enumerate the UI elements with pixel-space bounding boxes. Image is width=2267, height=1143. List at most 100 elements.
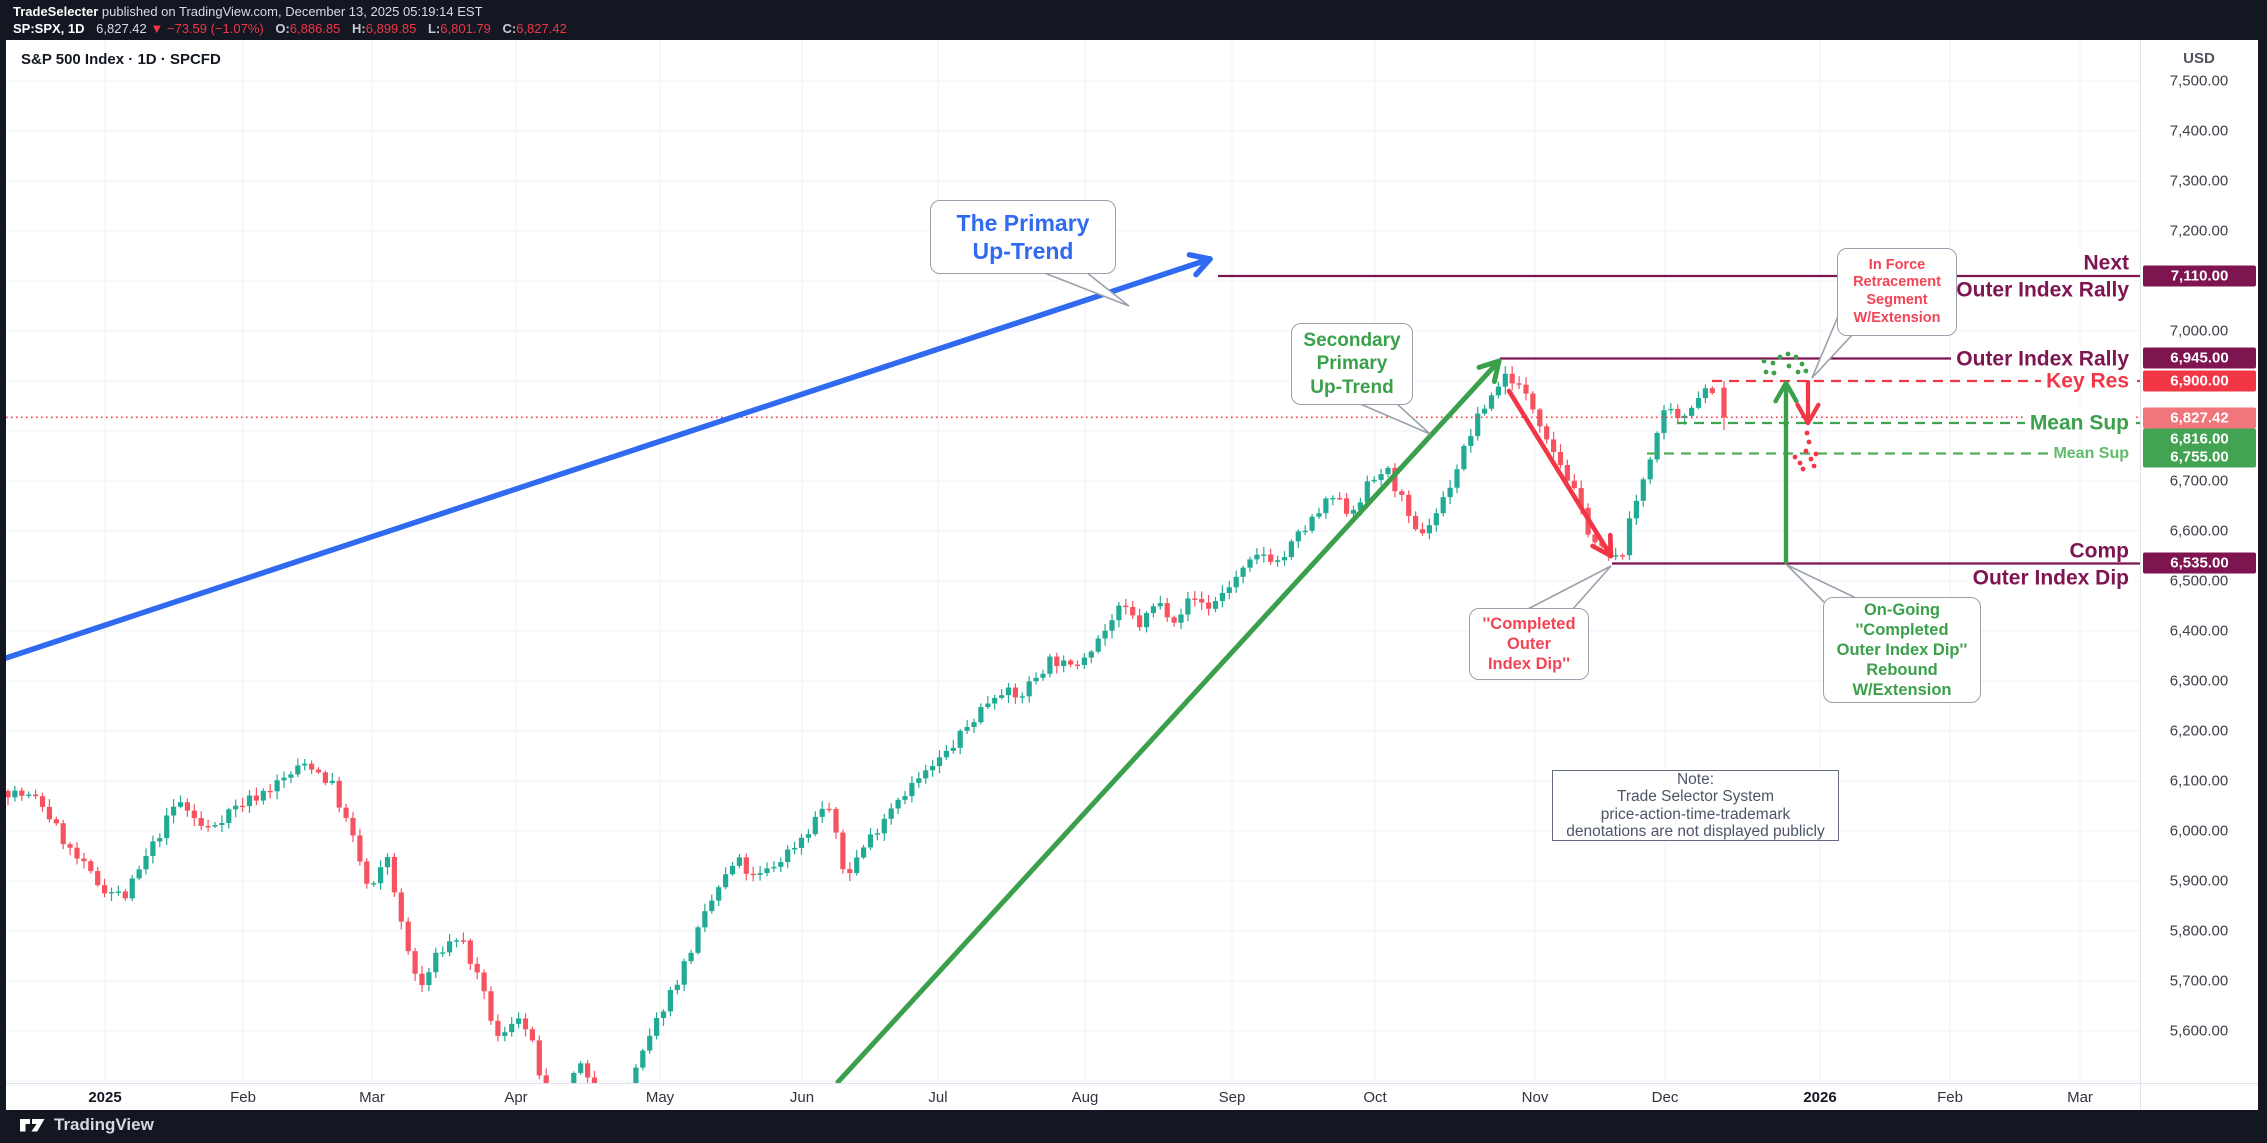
candle bbox=[1109, 614, 1115, 639]
price-tick: 6,600.00 bbox=[2169, 522, 2229, 540]
candle bbox=[985, 695, 991, 710]
candle bbox=[1440, 491, 1446, 517]
candle bbox=[964, 720, 970, 734]
axis-separator-horizontal bbox=[6, 1083, 2258, 1084]
time-tick: Feb bbox=[230, 1089, 256, 1106]
candle bbox=[405, 917, 411, 955]
candle bbox=[1137, 608, 1143, 631]
level-label-next-outer-index-rally: Outer Index Rally bbox=[1951, 279, 2134, 301]
candle bbox=[1074, 660, 1081, 670]
candle bbox=[640, 1048, 646, 1071]
candle bbox=[1344, 493, 1350, 517]
candle bbox=[1633, 494, 1639, 525]
price-badge-694500: 6,945.00 bbox=[2143, 347, 2256, 369]
price-tick: 6,500.00 bbox=[2169, 572, 2229, 590]
callout-primary-up-trend[interactable]: The Primary Up-Trend bbox=[930, 200, 1116, 274]
secondary-up-trend-arrow[interactable] bbox=[835, 358, 1502, 1083]
candle bbox=[357, 828, 363, 866]
author-name: TradeSelecter bbox=[13, 4, 99, 19]
price-badge-681600: 6,816.00 bbox=[2143, 428, 2256, 450]
price-badge-653500: 6,535.00 bbox=[2143, 552, 2256, 574]
candle bbox=[1116, 601, 1122, 628]
callout-line: On-Going bbox=[1863, 600, 1941, 619]
callout-secondary-primary-up-trend[interactable]: Secondary Primary Up-Trend bbox=[1291, 323, 1413, 405]
time-tick: Aug bbox=[1071, 1089, 1099, 1106]
symbol-title[interactable]: S&P 500 Index · 1D · SPCFD bbox=[21, 51, 221, 68]
candle bbox=[502, 1026, 508, 1042]
candle bbox=[1337, 492, 1343, 501]
candle bbox=[53, 816, 59, 826]
candle bbox=[33, 789, 39, 799]
candle bbox=[1012, 683, 1018, 704]
candle bbox=[1551, 431, 1557, 459]
currency-label[interactable]: USD bbox=[2183, 50, 2215, 67]
candle bbox=[1178, 608, 1184, 629]
candle bbox=[902, 791, 908, 805]
candle bbox=[191, 804, 197, 826]
candle bbox=[1275, 555, 1281, 567]
candle bbox=[412, 947, 418, 981]
candle bbox=[999, 689, 1005, 700]
callout-line: The Primary bbox=[956, 209, 1090, 236]
candle bbox=[1571, 473, 1577, 490]
candle bbox=[709, 894, 715, 914]
candle bbox=[315, 766, 322, 774]
candle bbox=[1233, 570, 1239, 593]
retrace-segment-down-arrow[interactable] bbox=[1795, 379, 1821, 426]
candle bbox=[302, 759, 308, 771]
candle bbox=[757, 865, 763, 881]
level-label-next-outer-index-rally: Next bbox=[2078, 252, 2134, 274]
candle bbox=[778, 857, 784, 873]
candle bbox=[1185, 591, 1191, 622]
candle bbox=[943, 745, 949, 760]
price-tick: 7,500.00 bbox=[2169, 72, 2229, 90]
candle bbox=[1143, 611, 1150, 633]
candle bbox=[46, 799, 52, 823]
symbol-label: SP:SPX, 1D bbox=[13, 21, 85, 36]
time-tick: Dec bbox=[1651, 1089, 1679, 1106]
time-tick: 2026 bbox=[1803, 1089, 1837, 1106]
candle bbox=[1095, 635, 1101, 654]
candle bbox=[1123, 598, 1129, 615]
chart-canvas[interactable] bbox=[6, 40, 2140, 1083]
candle bbox=[246, 790, 253, 814]
candle bbox=[1488, 392, 1495, 411]
candle bbox=[854, 849, 860, 876]
primary-up-trend-arrow[interactable] bbox=[6, 252, 1213, 661]
note-box[interactable]: Note: Trade Selector System price-action-t… bbox=[1552, 770, 1839, 841]
candle bbox=[1061, 655, 1067, 673]
candle bbox=[19, 787, 25, 801]
time-tick: Jun bbox=[789, 1089, 815, 1106]
candle bbox=[198, 811, 204, 831]
open-value: 6,886.85 bbox=[289, 21, 341, 36]
callout-ongoing-rebound[interactable]: On-Going ''Completed Outer Index Dip'' Rebo… bbox=[1823, 597, 1981, 703]
candle bbox=[364, 858, 370, 889]
callout-line: Outer bbox=[1506, 634, 1551, 653]
candle bbox=[226, 807, 232, 829]
candle bbox=[391, 853, 397, 897]
candle bbox=[274, 774, 280, 800]
candle bbox=[1626, 511, 1633, 560]
candle bbox=[688, 949, 694, 965]
tradingview-logo[interactable]: TradingView bbox=[19, 1115, 154, 1135]
callout-line: In Force bbox=[1868, 256, 1926, 273]
candle bbox=[805, 829, 811, 843]
candle bbox=[322, 770, 328, 786]
note-line: price-action-time-trademark bbox=[1600, 805, 1791, 823]
callout-line: Outer Index Dip'' bbox=[1836, 640, 1968, 659]
callout-completed-outer-index-dip[interactable]: ''Completed Outer Index Dip'' bbox=[1469, 608, 1589, 680]
candle bbox=[309, 760, 315, 774]
time-tick: Apr bbox=[504, 1089, 528, 1106]
candle bbox=[723, 867, 729, 890]
callout-in-force-retracement[interactable]: In Force Retracement Segment W/Extension bbox=[1837, 248, 1957, 336]
candle bbox=[1081, 653, 1087, 669]
candle bbox=[971, 718, 977, 734]
level-label-outer-index-rally: Outer Index Rally bbox=[1951, 347, 2134, 369]
retracement-down-arrow[interactable] bbox=[1506, 388, 1614, 559]
candle bbox=[591, 1070, 598, 1083]
candle bbox=[1295, 529, 1301, 549]
price-tick: 5,900.00 bbox=[2169, 872, 2229, 890]
rebound-up-arrow[interactable] bbox=[1773, 380, 1799, 565]
candle bbox=[536, 1035, 542, 1080]
